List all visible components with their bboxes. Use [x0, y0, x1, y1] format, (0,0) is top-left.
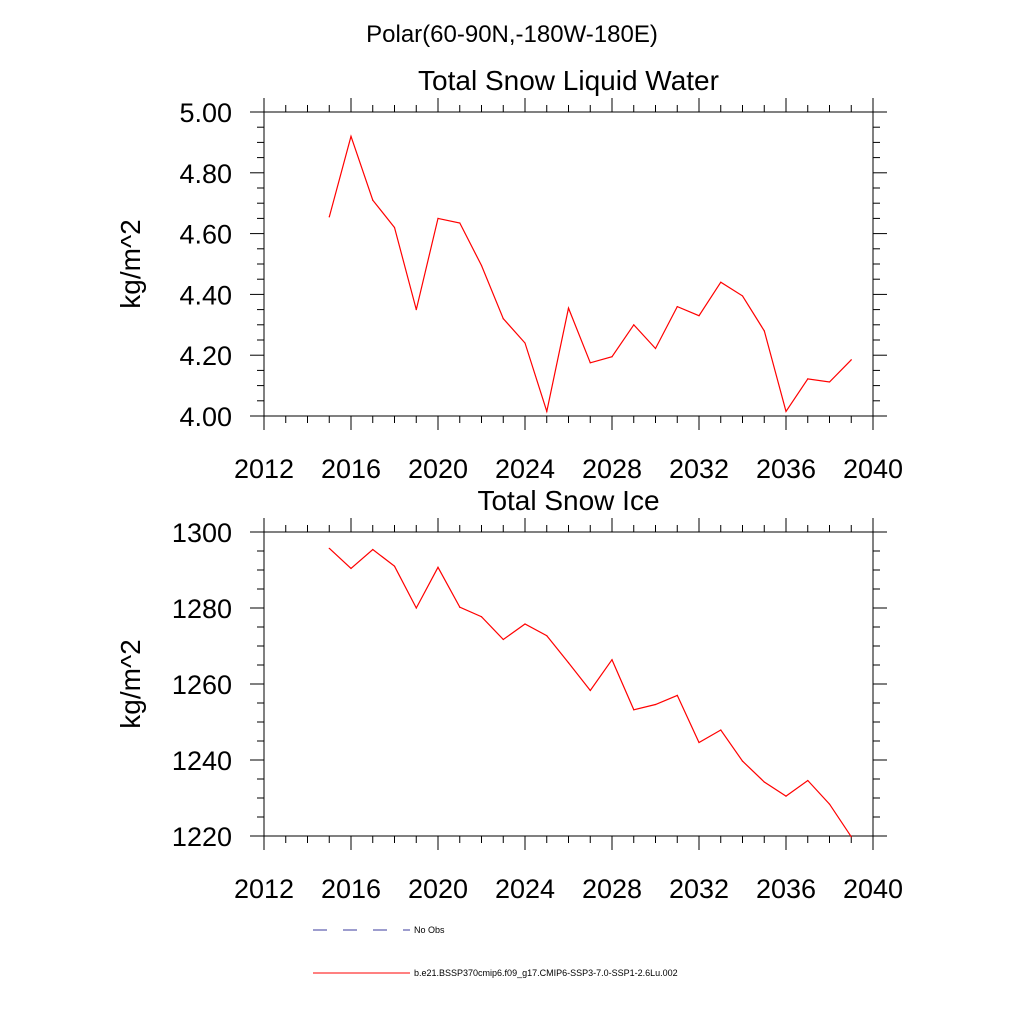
y-tick-label: 1300: [172, 518, 232, 548]
chart-panel-snow-ice: Total Snow Ice kg/m^2 2012 2016 2020 2024 2028…: [115, 485, 903, 904]
x-tick-label: 2020: [408, 454, 468, 484]
x-tick-label: 2020: [408, 874, 468, 904]
legend: No Obs b.e21.BSSP370cmip6.f09_g17.CMIP6-…: [313, 925, 678, 978]
data-point: [502, 638, 504, 641]
data-point: [437, 566, 439, 568]
data-point: [720, 281, 722, 283]
data-point: [654, 347, 657, 350]
data-point: [807, 779, 809, 782]
data-point: [459, 606, 461, 608]
data-point: [480, 616, 483, 618]
data-point: [546, 635, 548, 637]
data-point: [763, 781, 765, 783]
data-point: [611, 659, 613, 661]
data-point: [654, 703, 657, 706]
x-tick-label: 2040: [843, 454, 903, 484]
x-tick-label: 2036: [756, 874, 816, 904]
data-point: [741, 295, 744, 297]
data-point: [785, 410, 787, 413]
data-point: [676, 694, 678, 697]
legend-item-no-obs: No Obs: [313, 925, 445, 935]
data-point: [698, 741, 700, 744]
chart-title: Total Snow Liquid Water: [418, 65, 719, 96]
data-point: [589, 362, 591, 364]
data-point: [567, 307, 570, 309]
data-point: [633, 709, 635, 711]
y-axis-label: kg/m^2: [115, 639, 146, 728]
data-point: [785, 795, 787, 797]
x-tick-label: 2032: [669, 874, 729, 904]
data-point: [720, 729, 722, 731]
data-point: [698, 315, 700, 317]
x-tick-label: 2024: [495, 874, 555, 904]
data-point: [676, 305, 678, 308]
y-tick-label: 1220: [172, 822, 232, 852]
y-axis-label: kg/m^2: [115, 219, 146, 308]
data-point: [850, 359, 852, 361]
plot-frame: [263, 111, 874, 417]
data-point: [415, 607, 417, 609]
x-tick-label: 2032: [669, 454, 729, 484]
data-point: [611, 356, 613, 358]
data-point: [546, 410, 548, 413]
data-point: [502, 318, 504, 320]
data-point: [350, 135, 352, 137]
figure-title: Polar(60-90N,-180W-180E): [366, 21, 658, 48]
data-point: [589, 689, 591, 692]
y-tick-label: 4.20: [179, 341, 232, 371]
y-tick-label: 1240: [172, 746, 232, 776]
x-tick-label: 2028: [582, 874, 642, 904]
data-point: [372, 199, 374, 201]
y-tick-label: 4.60: [179, 220, 232, 250]
x-tick-label: 2016: [321, 454, 381, 484]
legend-item-model-run: b.e21.BSSP370cmip6.f09_g17.CMIP6-SSP3-7.…: [313, 968, 678, 978]
data-point: [807, 378, 809, 380]
data-point: [459, 222, 461, 224]
y-tick-label: 4.80: [179, 159, 232, 189]
x-tick-label: 2036: [756, 454, 816, 484]
chart-panel-snow-liquid-water: Total Snow Liquid Water kg/m^2 2012 2016 202…: [115, 65, 903, 484]
x-tick-label: 2012: [234, 874, 294, 904]
y-tick-label: 1260: [172, 670, 232, 700]
data-point: [524, 342, 526, 344]
data-point: [763, 330, 765, 332]
x-tick-label: 2028: [582, 454, 642, 484]
x-tick-label: 2012: [234, 454, 294, 484]
data-point: [437, 217, 439, 219]
data-point: [741, 760, 744, 762]
data-point: [524, 623, 526, 625]
x-tick-label: 2040: [843, 874, 903, 904]
data-point: [828, 381, 831, 383]
y-tick-label: 4.00: [179, 402, 232, 432]
legend-label-model-run: b.e21.BSSP370cmip6.f09_g17.CMIP6-SSP3-7.…: [414, 968, 678, 978]
series-line: [328, 547, 852, 838]
data-point: [567, 662, 570, 664]
legend-label-no-obs: No Obs: [414, 925, 445, 935]
y-tick-label: 1280: [172, 594, 232, 624]
y-tick-label: 5.00: [179, 98, 232, 128]
data-point: [850, 836, 852, 838]
data-point: [350, 567, 352, 570]
x-tick-label: 2024: [495, 454, 555, 484]
data-point: [372, 548, 374, 551]
data-point: [633, 324, 635, 326]
data-point: [393, 565, 396, 567]
plot-frame: [263, 531, 874, 837]
data-point: [415, 309, 417, 311]
chart-title: Total Snow Ice: [477, 485, 659, 516]
y-tick-label: 4.40: [179, 280, 232, 310]
data-point: [828, 803, 831, 805]
data-point: [328, 216, 330, 218]
data-point: [393, 226, 396, 229]
x-tick-label: 2016: [321, 874, 381, 904]
series-line: [328, 134, 852, 414]
data-point: [328, 547, 330, 549]
data-point: [480, 264, 483, 267]
